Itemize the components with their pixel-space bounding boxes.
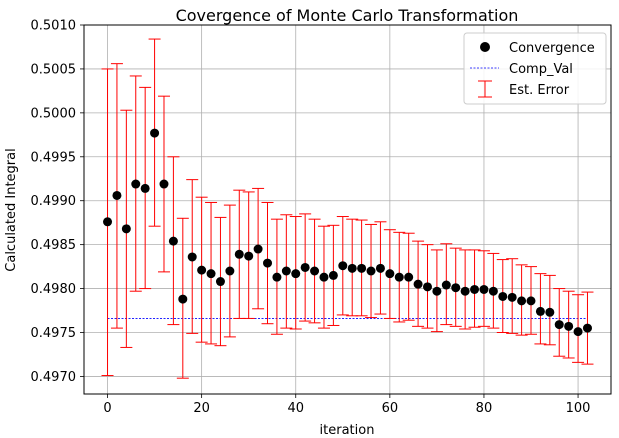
data-point — [404, 272, 414, 282]
y-tick-label: 0.5000 — [31, 106, 77, 121]
data-point — [328, 270, 338, 280]
data-point — [225, 266, 235, 276]
legend-marker-convergence — [480, 42, 490, 52]
data-point — [159, 179, 169, 189]
y-tick-label: 0.5005 — [31, 62, 77, 77]
data-point — [573, 327, 583, 337]
data-point — [121, 224, 131, 234]
legend: Convergence Comp_Val Est. Error — [463, 32, 607, 105]
x-tick-label: 80 — [476, 401, 493, 416]
data-point — [178, 294, 188, 304]
data-point — [545, 307, 555, 317]
y-tick-label: 0.5010 — [31, 19, 77, 34]
axis-ticks: 0 20 40 60 80 100 0.4970 0.4975 0.4980 0.4985 0.49… — [31, 19, 591, 417]
legend-label-est-error: Est. Error — [509, 83, 570, 98]
data-point — [498, 291, 508, 301]
y-tick-label: 0.4995 — [31, 150, 77, 165]
data-point — [338, 261, 348, 271]
x-axis-label: iteration — [320, 423, 375, 438]
data-point — [112, 190, 122, 200]
data-point — [347, 263, 357, 273]
data-point — [488, 286, 498, 296]
legend-label-convergence: Convergence — [509, 41, 595, 56]
legend-box — [463, 32, 607, 105]
data-point — [564, 321, 574, 331]
convergence-series — [103, 128, 592, 337]
data-point — [244, 251, 254, 261]
plot-area — [83, 24, 612, 395]
y-tick-label: 0.4980 — [31, 282, 77, 297]
data-point — [394, 272, 404, 282]
data-point — [103, 217, 113, 227]
data-point — [470, 284, 480, 294]
y-tick-label: 0.4985 — [31, 238, 77, 253]
data-point — [385, 269, 395, 279]
x-tick-label: 60 — [382, 401, 399, 416]
data-point — [253, 244, 263, 254]
data-point — [441, 280, 451, 290]
data-point — [554, 320, 564, 330]
x-tick-label: 100 — [566, 401, 591, 416]
data-point — [413, 279, 423, 289]
data-point — [187, 252, 197, 262]
data-point — [366, 266, 376, 276]
chart-title: Covergence of Monte Carlo Transformation — [176, 6, 519, 25]
data-point — [460, 286, 470, 296]
data-point — [451, 283, 461, 293]
data-point — [206, 269, 216, 279]
y-tick-label: 0.4975 — [31, 326, 77, 341]
x-tick-label: 0 — [103, 401, 111, 416]
data-point — [234, 249, 244, 259]
y-axis-label: Calculated Integral — [4, 148, 19, 271]
x-tick-label: 40 — [287, 401, 304, 416]
data-point — [150, 128, 160, 138]
data-point — [300, 262, 310, 272]
data-point — [479, 284, 489, 294]
x-tick-label: 20 — [193, 401, 210, 416]
data-point — [168, 236, 178, 246]
data-point — [140, 183, 150, 193]
data-point — [535, 306, 545, 316]
data-point — [310, 266, 320, 276]
data-point — [432, 286, 442, 296]
data-point — [582, 323, 592, 333]
data-point — [131, 179, 141, 189]
data-point — [375, 263, 385, 273]
data-point — [357, 263, 367, 273]
legend-label-comp-val: Comp_Val — [509, 62, 573, 77]
data-point — [215, 277, 225, 287]
data-point — [291, 269, 301, 279]
data-point — [422, 282, 432, 292]
data-point — [517, 296, 527, 306]
y-tick-label: 0.4990 — [31, 194, 77, 209]
data-point — [526, 296, 536, 306]
data-point — [197, 265, 207, 275]
data-point — [281, 266, 291, 276]
data-point — [272, 272, 282, 282]
data-point — [507, 292, 517, 302]
data-point — [263, 258, 273, 268]
y-tick-label: 0.4970 — [31, 370, 77, 385]
data-point — [319, 272, 329, 282]
